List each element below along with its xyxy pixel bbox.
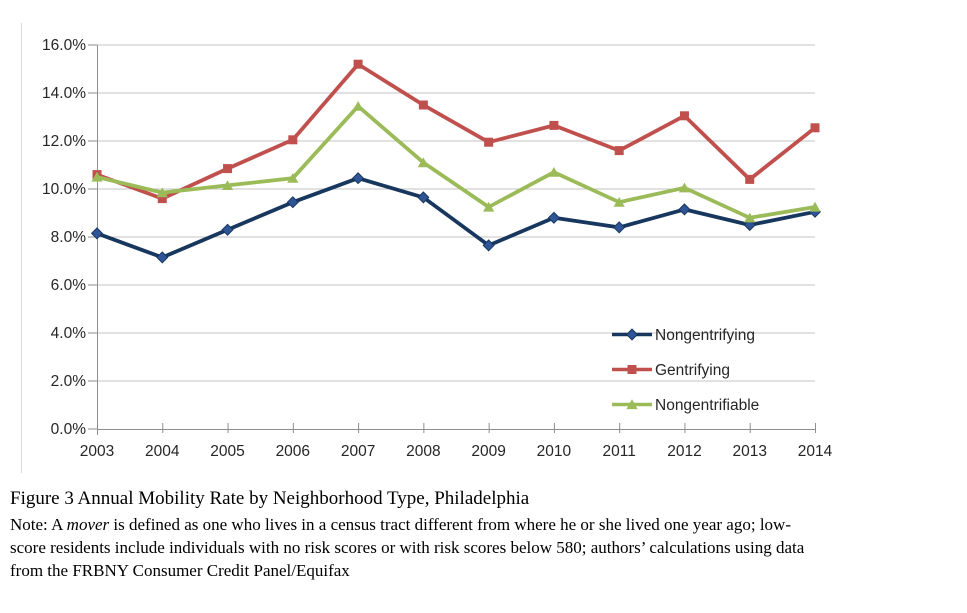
series-line-nongentrifying xyxy=(95,176,817,260)
series-marker-gentrifying-2010 xyxy=(549,120,559,130)
x-tick-label-2003: 2003 xyxy=(80,443,114,460)
note-line-1: Note: A mover is defined as one who live… xyxy=(10,513,960,536)
note-line1-pre: Note: A xyxy=(10,515,67,534)
series-marker-gentrifying-2012 xyxy=(679,111,689,121)
x-tick-label-2011: 2011 xyxy=(603,443,636,460)
series-marker-nongentrifiable-2014 xyxy=(809,201,821,212)
note-line1-italic-term: mover xyxy=(66,515,110,534)
series-marker-nongentrifiable-2004 xyxy=(156,187,168,198)
line-chart-svg: 0.0% 2.0% 4.0% 6.0% 8.0% 10.0% 12.0% 14.0% 16.0%… xyxy=(42,37,833,460)
series-marker-nongentrifiable-2003 xyxy=(91,171,103,182)
series-line-nongentrifiable xyxy=(95,104,817,220)
x-tick-label-2006: 2006 xyxy=(276,443,310,460)
y-tick-label-16pct: 16.0% xyxy=(42,37,86,54)
chart-left-border xyxy=(21,23,22,473)
legend-label-nongentrifiable: Nongentrifiable xyxy=(655,397,759,414)
series-marker-nongentrifying-2010 xyxy=(547,211,561,224)
series-marker-nongentrifiable-2006 xyxy=(287,173,299,183)
y-tick-label-2pct: 2.0% xyxy=(51,373,87,390)
note-line-3: from the FRBNY Consumer Credit Panel/Equ… xyxy=(10,561,350,580)
y-tick-label-14pct: 14.0% xyxy=(42,85,86,102)
x-tick-label-2007: 2007 xyxy=(341,443,375,460)
series-marker-nongentrifying-2005 xyxy=(221,223,234,236)
series-marker-nongentrifying-2008 xyxy=(417,191,430,204)
x-tick-label-2008: 2008 xyxy=(406,443,440,460)
legend-label-gentrifying: Gentrifying xyxy=(655,362,730,379)
x-tick-label-2010: 2010 xyxy=(537,443,572,460)
series-marker-nongentrifiable-2010 xyxy=(548,167,560,177)
series-marker-nongentrifiable-2005 xyxy=(221,180,234,190)
legend-label-nongentrifying: Nongentrifying xyxy=(655,327,755,344)
series-marker-nongentrifying-2004 xyxy=(156,251,169,264)
legend-marker-gentrifying xyxy=(627,365,637,374)
y-tick-label-8pct: 8.0% xyxy=(51,229,87,246)
series-marker-nongentrifying-2006 xyxy=(286,196,299,209)
legend-marker-nongentrifiable xyxy=(626,399,638,410)
series-marker-nongentrifiable-2011 xyxy=(613,197,625,207)
note-line-2: score residents include individuals with… xyxy=(10,538,805,557)
series-marker-gentrifying-2008 xyxy=(418,100,428,110)
y-tick-label-12pct: 12.0% xyxy=(42,133,86,150)
series-marker-nongentrifiable-2012 xyxy=(678,182,691,193)
series-marker-gentrifying-2014 xyxy=(810,123,820,133)
series-marker-gentrifying-2009 xyxy=(484,137,494,147)
figure-caption-title: Figure 3 Annual Mobility Rate by Neighbo… xyxy=(10,488,530,509)
y-tick-label-4pct: 4.0% xyxy=(51,325,87,342)
y-tick-label-6pct: 6.0% xyxy=(51,277,87,294)
x-tick-label-2009: 2009 xyxy=(471,443,505,460)
note-line1-post: is defined as one who lives in a census … xyxy=(109,515,791,534)
series-marker-nongentrifying-2011 xyxy=(613,221,626,234)
series-marker-gentrifying-2007 xyxy=(353,59,363,69)
x-tick-label-2004: 2004 xyxy=(145,443,180,460)
figure-caption: Figure 3 Annual Mobility Rate by Neighbo… xyxy=(10,486,960,582)
series-line-gentrifying xyxy=(95,62,817,201)
y-tick-label-0pct: 0.0% xyxy=(51,421,87,438)
x-tick-label-2013: 2013 xyxy=(732,443,766,460)
series-marker-nongentrifiable-2007 xyxy=(352,101,364,111)
series-marker-nongentrifiable-2013 xyxy=(744,212,756,223)
series-marker-gentrifying-2013 xyxy=(745,174,755,184)
series-marker-nongentrifying-2003 xyxy=(90,227,104,240)
x-tick-label-2014: 2014 xyxy=(798,443,833,460)
series-marker-gentrifying-2005 xyxy=(223,164,233,174)
series-marker-nongentrifying-2012 xyxy=(678,203,691,216)
mobility-rate-chart: 0.0% 2.0% 4.0% 6.0% 8.0% 10.0% 12.0% 14.0% 16.0%… xyxy=(42,37,833,460)
legend-marker-nongentrifying xyxy=(625,328,639,341)
series-marker-gentrifying-2011 xyxy=(614,146,624,156)
series-marker-gentrifying-2006 xyxy=(288,135,298,145)
series-marker-nongentrifiable-2008 xyxy=(417,157,429,168)
figure-caption-note: Note: A mover is defined as one who live… xyxy=(10,513,960,582)
x-tick-label-2012: 2012 xyxy=(667,443,701,460)
series-marker-nongentrifying-2009 xyxy=(482,239,495,252)
series-marker-gentrifying-2004 xyxy=(157,194,167,204)
x-tick-label-2005: 2005 xyxy=(210,443,244,460)
series-marker-nongentrifying-2007 xyxy=(351,172,365,185)
y-tick-label-10pct: 10.0% xyxy=(42,181,86,198)
series-marker-nongentrifiable-2009 xyxy=(483,201,495,212)
